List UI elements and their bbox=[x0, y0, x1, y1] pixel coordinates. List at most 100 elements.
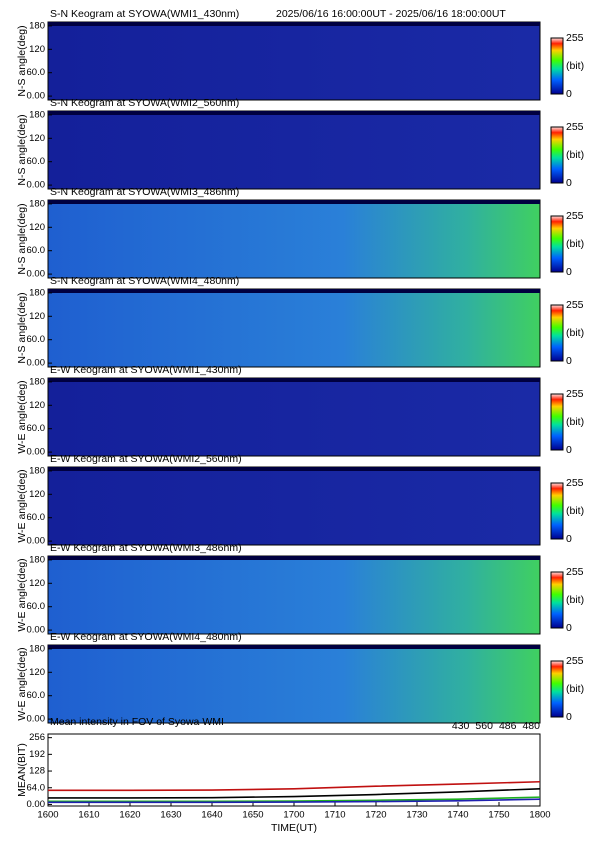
y-tick-label: 120 bbox=[29, 578, 45, 589]
colorbar-tick-label: 255 bbox=[566, 388, 584, 400]
y-tick-label: 0.00 bbox=[27, 536, 46, 547]
panel-title: S-N Keogram at SYOWA(WMI3_486nm) bbox=[50, 186, 239, 198]
y-tick-label: 120 bbox=[29, 222, 45, 233]
x-tick-label: 1640 bbox=[201, 810, 222, 821]
colorbar-tick-label: 255 bbox=[566, 566, 584, 578]
y-tick-label: 0.00 bbox=[27, 799, 46, 810]
keogram-top-band bbox=[48, 111, 540, 115]
y-axis-label: N-S angle(deg) bbox=[16, 114, 28, 185]
colorbar-tick-label: 0 bbox=[566, 622, 572, 634]
colorbar-label: (bit) bbox=[566, 683, 584, 695]
y-tick-label: 120 bbox=[29, 489, 45, 500]
colorbar-tick-label: 0 bbox=[566, 711, 572, 723]
x-tick-label: 1800 bbox=[529, 810, 550, 821]
keogram-top-band bbox=[48, 289, 540, 293]
panel-title: E-W Keogram at SYOWA(WMI2_560nm) bbox=[50, 453, 242, 465]
colorbar-tick-label: 0 bbox=[566, 533, 572, 545]
colorbar-label: (bit) bbox=[566, 505, 584, 517]
y-tick-label: 0.00 bbox=[27, 714, 46, 725]
y-tick-label: 180 bbox=[29, 20, 45, 31]
y-axis-label: N-S angle(deg) bbox=[16, 203, 28, 274]
colorbar-label: (bit) bbox=[566, 149, 584, 161]
colorbar-label: (bit) bbox=[566, 60, 584, 72]
colorbar-tick-label: 255 bbox=[566, 477, 584, 489]
colorbar-tick-label: 255 bbox=[566, 32, 584, 44]
x-tick-label: 1610 bbox=[78, 810, 99, 821]
y-axis-label: W-E angle(deg) bbox=[16, 469, 28, 542]
colorbar-tick-label: 0 bbox=[566, 355, 572, 367]
x-axis-label: TIME(UT) bbox=[271, 822, 317, 834]
legend-entry: 486 bbox=[499, 720, 517, 732]
panel-title: S-N Keogram at SYOWA(WMI2_560nm) bbox=[50, 97, 239, 109]
colorbar-tick-label: 255 bbox=[566, 655, 584, 667]
x-tick-label: 1630 bbox=[160, 810, 181, 821]
panel-title: E-W Keogram at SYOWA(WMI3_486nm) bbox=[50, 542, 242, 554]
keogram-top-band bbox=[48, 467, 540, 471]
y-tick-label: 0.00 bbox=[27, 269, 46, 280]
y-axis-label: N-S angle(deg) bbox=[16, 292, 28, 363]
time-range: 2025/06/16 16:00:00UT - 2025/06/16 18:00… bbox=[276, 8, 506, 20]
y-tick-label: 192 bbox=[29, 749, 45, 760]
y-tick-label: 0.00 bbox=[27, 625, 46, 636]
y-tick-label: 180 bbox=[29, 287, 45, 298]
colorbar-label: (bit) bbox=[566, 416, 584, 428]
colorbar bbox=[550, 393, 564, 451]
colorbar-tick-label: 0 bbox=[566, 266, 572, 278]
panel-title: S-N Keogram at SYOWA(WMI1_430nm) bbox=[50, 8, 239, 20]
colorbar-tick-label: 0 bbox=[566, 444, 572, 456]
panel-title: E-W Keogram at SYOWA(WMI4_480nm) bbox=[50, 631, 242, 643]
y-axis-label: N-S angle(deg) bbox=[16, 25, 28, 96]
keogram-top-band bbox=[48, 556, 540, 560]
colorbar bbox=[550, 215, 564, 273]
y-tick-label: 60.0 bbox=[27, 245, 46, 256]
keogram-top-band bbox=[48, 200, 540, 204]
keogram-image bbox=[47, 555, 541, 635]
data-line bbox=[48, 780, 541, 792]
data-line bbox=[48, 798, 541, 804]
legend-entry: 560 bbox=[475, 720, 493, 732]
y-tick-label: 60.0 bbox=[27, 67, 46, 78]
colorbar-label: (bit) bbox=[566, 238, 584, 250]
legend-entry: 480 bbox=[522, 720, 540, 732]
colorbar-label: (bit) bbox=[566, 594, 584, 606]
y-tick-label: 180 bbox=[29, 376, 45, 387]
y-axis-label: W-E angle(deg) bbox=[16, 558, 28, 631]
y-tick-label: 180 bbox=[29, 554, 45, 565]
colorbar-tick-label: 255 bbox=[566, 299, 584, 311]
y-tick-label: 60.0 bbox=[27, 423, 46, 434]
y-axis-label: W-E angle(deg) bbox=[16, 380, 28, 453]
x-tick-label: 1730 bbox=[406, 810, 427, 821]
x-tick-label: 1740 bbox=[447, 810, 468, 821]
keogram-image bbox=[47, 377, 541, 457]
x-tick-label: 1650 bbox=[242, 810, 263, 821]
colorbar bbox=[550, 126, 564, 184]
panel-title: E-W Keogram at SYOWA(WMI1_430nm) bbox=[50, 364, 242, 376]
legend-entry: 430 bbox=[452, 720, 470, 732]
colorbar-tick-label: 255 bbox=[566, 210, 584, 222]
y-axis-label: W-E angle(deg) bbox=[16, 647, 28, 720]
y-tick-label: 120 bbox=[29, 311, 45, 322]
data-line bbox=[48, 787, 541, 799]
y-axis-label: MEAN(BIT) bbox=[16, 743, 28, 797]
keogram-top-band bbox=[48, 378, 540, 382]
y-tick-label: 0.00 bbox=[27, 358, 46, 369]
colorbar bbox=[550, 37, 564, 95]
keogram-top-band bbox=[48, 22, 540, 26]
y-tick-label: 64.0 bbox=[27, 782, 46, 793]
data-line bbox=[48, 796, 541, 803]
plot-frame bbox=[47, 733, 541, 807]
y-tick-label: 0.00 bbox=[27, 180, 46, 191]
colorbar bbox=[550, 660, 564, 718]
keogram-image bbox=[47, 199, 541, 279]
y-tick-label: 0.00 bbox=[27, 91, 46, 102]
y-tick-label: 120 bbox=[29, 667, 45, 678]
y-tick-label: 256 bbox=[29, 732, 45, 743]
x-tick-label: 1600 bbox=[37, 810, 58, 821]
y-tick-label: 120 bbox=[29, 44, 45, 55]
y-tick-label: 180 bbox=[29, 465, 45, 476]
y-tick-label: 180 bbox=[29, 109, 45, 120]
colorbar bbox=[550, 482, 564, 540]
y-tick-label: 0.00 bbox=[27, 447, 46, 458]
x-tick-label: 1700 bbox=[283, 810, 304, 821]
